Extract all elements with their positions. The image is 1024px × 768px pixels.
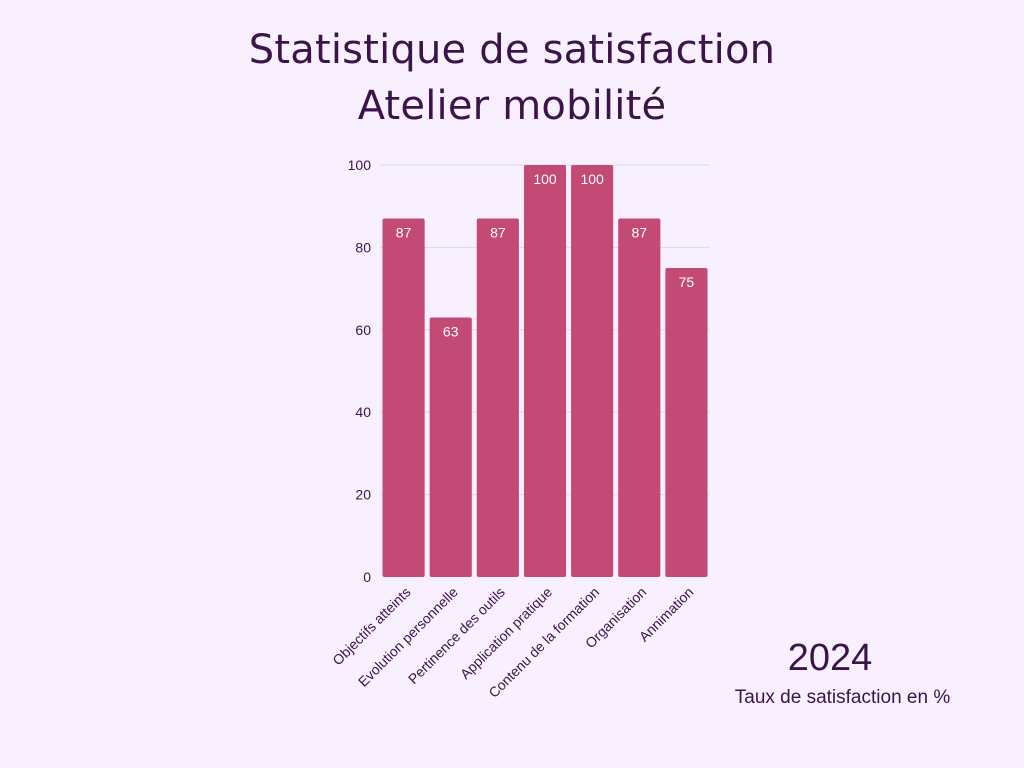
bar-value-label: 75 (679, 274, 695, 290)
bar-value-label: 87 (396, 225, 412, 241)
bar (382, 218, 425, 577)
bar (429, 317, 472, 577)
bar (571, 165, 614, 577)
y-tick-label: 0 (363, 569, 371, 585)
bar (618, 218, 661, 577)
bar-value-label: 100 (580, 171, 604, 187)
chart-title: Statistique de satisfaction Atelier mobi… (0, 22, 1024, 134)
bar-value-label: 63 (443, 323, 459, 339)
bar (523, 165, 567, 577)
bar (665, 268, 708, 577)
chart-title-line-1: Statistique de satisfaction (248, 27, 776, 73)
bar-value-label: 87 (490, 225, 506, 241)
x-tick-label: Objectifs atteints (329, 584, 413, 668)
bar-value-label: 87 (631, 225, 647, 241)
year-label: 2024 (787, 637, 873, 679)
chart-title-line-2: Atelier mobilité (357, 83, 667, 129)
chart-caption: Taux de satisfaction en % (734, 687, 951, 708)
y-tick-label: 20 (355, 487, 371, 503)
y-tick-label: 80 (355, 239, 371, 255)
y-tick-label: 60 (355, 322, 371, 338)
y-tick-label: 100 (348, 157, 372, 173)
bar (476, 218, 519, 577)
y-tick-label: 40 (355, 404, 371, 420)
bar-value-label: 100 (533, 171, 557, 187)
